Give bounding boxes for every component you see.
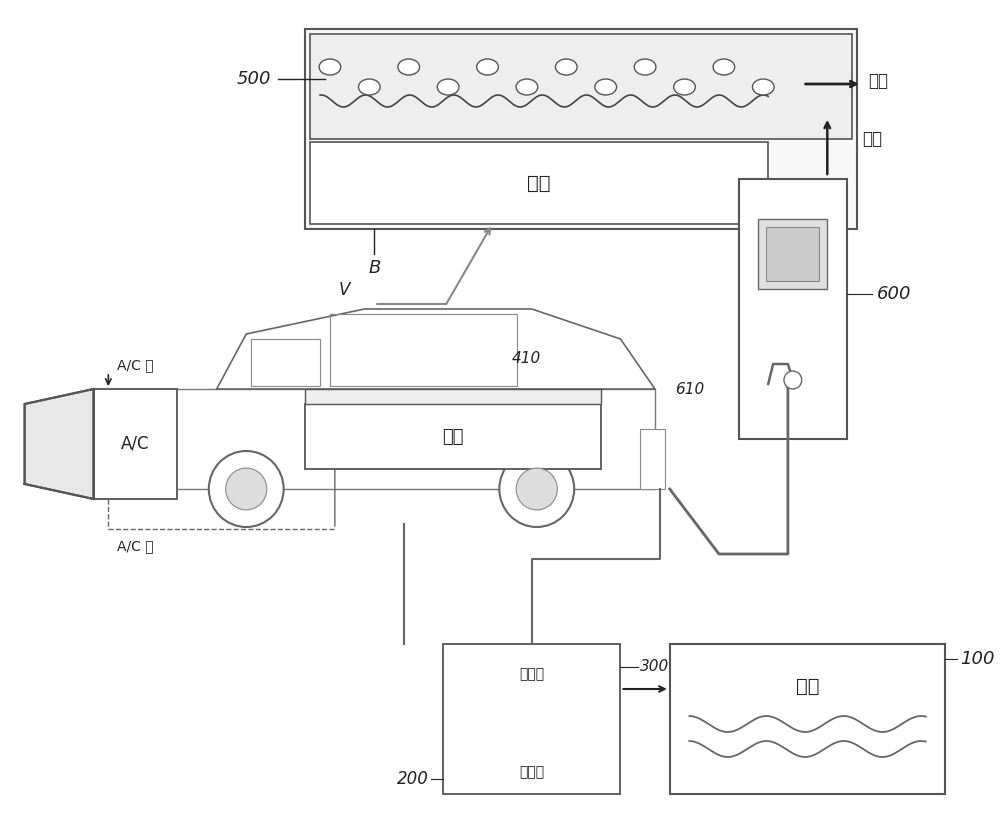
Ellipse shape	[555, 59, 577, 75]
Circle shape	[226, 468, 267, 510]
Text: 100: 100	[960, 650, 995, 668]
Bar	[163, 389, 655, 489]
Bar	[758, 219, 827, 289]
Text: 600: 600	[877, 285, 911, 303]
Circle shape	[499, 451, 574, 527]
Text: B: B	[368, 259, 380, 277]
Ellipse shape	[713, 59, 735, 75]
Circle shape	[784, 371, 802, 389]
Bar	[310, 34, 852, 139]
Ellipse shape	[477, 59, 498, 75]
Text: 储罐出: 储罐出	[519, 765, 544, 779]
Text: 电池: 电池	[442, 428, 464, 446]
Ellipse shape	[595, 79, 617, 95]
Ellipse shape	[674, 79, 695, 95]
Bar	[310, 142, 768, 224]
Text: 610: 610	[675, 382, 704, 396]
Text: 储罐入: 储罐入	[519, 667, 544, 681]
Text: 储罐: 储罐	[796, 677, 819, 695]
Text: A/C 出: A/C 出	[117, 539, 154, 553]
Ellipse shape	[437, 79, 459, 95]
Text: A/C: A/C	[121, 435, 150, 453]
Text: 液体: 液体	[862, 130, 882, 148]
Bar	[739, 179, 847, 439]
Text: 300: 300	[640, 659, 669, 674]
Ellipse shape	[398, 59, 420, 75]
Ellipse shape	[319, 59, 341, 75]
Ellipse shape	[516, 79, 538, 95]
Bar	[670, 644, 945, 794]
Text: V: V	[339, 281, 350, 299]
Ellipse shape	[358, 79, 380, 95]
Bar	[305, 389, 601, 404]
Circle shape	[516, 468, 557, 510]
Text: 410: 410	[512, 352, 541, 367]
Ellipse shape	[634, 59, 656, 75]
Text: A/C 入: A/C 入	[117, 358, 154, 372]
Bar	[766, 227, 819, 281]
Circle shape	[209, 451, 284, 527]
Text: 500: 500	[236, 70, 271, 88]
Bar	[305, 29, 857, 229]
Ellipse shape	[752, 79, 774, 95]
Text: 200: 200	[397, 770, 428, 788]
Bar	[94, 389, 177, 499]
Bar	[443, 644, 620, 794]
Bar	[305, 404, 601, 469]
Bar	[640, 429, 665, 489]
Text: 电池: 电池	[527, 174, 551, 193]
Polygon shape	[25, 389, 94, 499]
Text: 蕊汽: 蕊汽	[869, 72, 889, 90]
